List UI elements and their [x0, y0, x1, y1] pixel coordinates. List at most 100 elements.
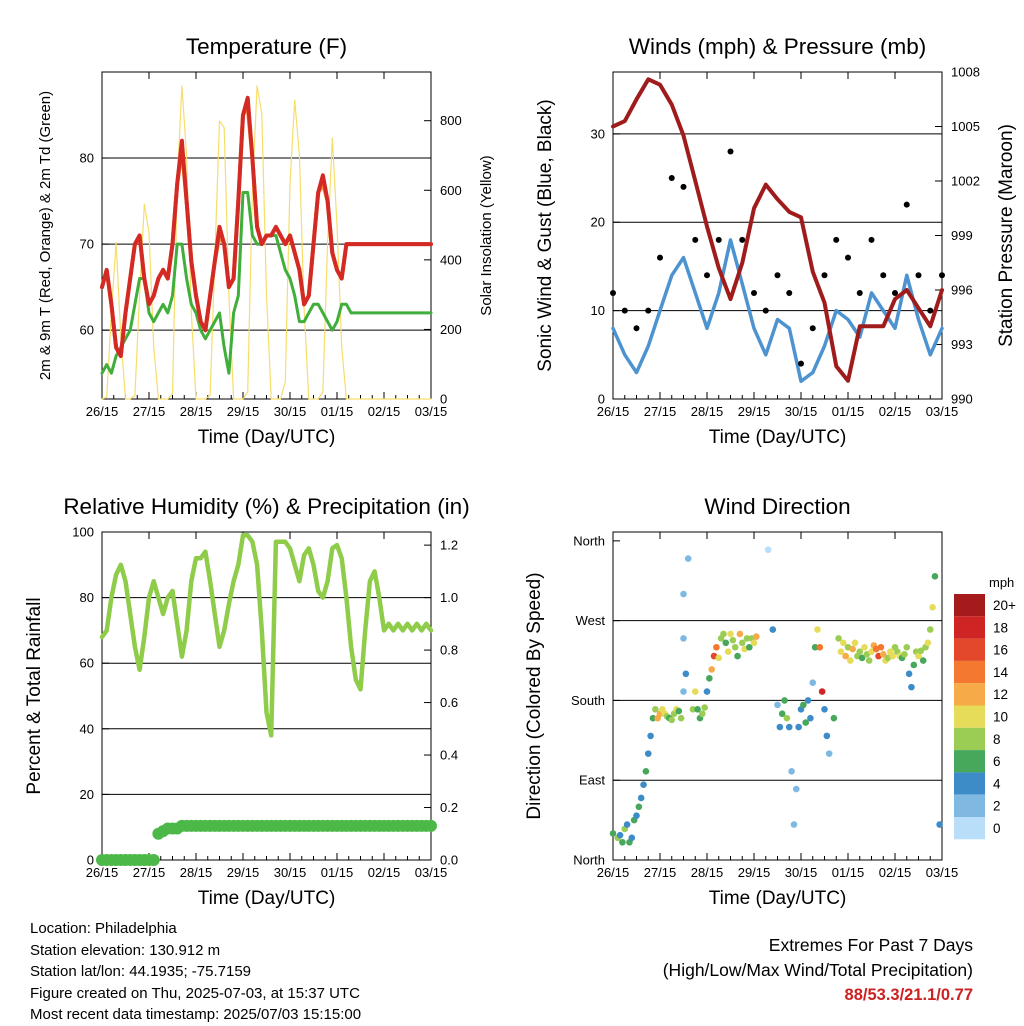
direction-point [818, 688, 826, 695]
x-tick-label: 02/15 [879, 404, 912, 419]
relative-humidity-line [99, 533, 434, 738]
x-tick-label: 26/15 [597, 404, 630, 419]
direction-point [637, 794, 645, 802]
direction-point [837, 648, 845, 655]
y-axis-title: 2m & 9m T (Red, Orange) & 2m Td (Green) [37, 91, 54, 380]
direction-point [936, 821, 943, 828]
direction-point [856, 648, 864, 655]
x-tick-label: 03/15 [415, 865, 448, 880]
direction-point [795, 723, 802, 731]
extremes-box: Extremes For Past 7 Days (High/Low/Max W… [663, 933, 973, 1008]
y-tick-label: 100 [72, 525, 94, 540]
x-tick-label: 01/15 [832, 865, 865, 880]
direction-point [811, 643, 819, 651]
colorbar-label: 12 [993, 687, 1008, 702]
direction-point [807, 714, 814, 722]
direction-point [642, 768, 650, 775]
colorbar-swatch [954, 750, 985, 773]
direction-point [931, 573, 939, 580]
chart-title: Temperature (F) [186, 34, 347, 59]
x-tick-label: 26/15 [86, 865, 119, 880]
direction-point [776, 723, 784, 731]
y-tick-label: South [571, 693, 605, 708]
direction-point [609, 830, 617, 837]
direction-point [677, 714, 685, 722]
colorbar-swatch [954, 705, 985, 728]
direction-point [877, 643, 885, 651]
x-tick-label: 03/15 [926, 865, 959, 880]
y-tick-label: 60 [80, 656, 94, 671]
temperature-chart: 26/15 27/15 28/15 29/15 30/15 01/15 02/15 03/15… [37, 34, 495, 448]
gust-point [915, 272, 922, 279]
x-tick-label: 29/15 [738, 865, 771, 880]
direction-point [793, 785, 800, 793]
colorbar-label: 16 [993, 643, 1008, 658]
x-tick-label: 03/15 [926, 404, 959, 419]
rh-precip-chart: 26/15 27/15 28/15 29/15 30/15 01/15 02/15 03/15… [24, 494, 470, 909]
gust-point [680, 183, 687, 190]
x-tick-label: 30/15 [785, 865, 818, 880]
rainfall-point [147, 854, 160, 866]
direction-point [903, 643, 911, 651]
y2-tick-label: 200 [440, 322, 462, 337]
y-axis-title: Direction (Colored By Speed) [524, 572, 545, 819]
y-tick-label: 10 [591, 303, 605, 318]
direction-point [706, 674, 713, 682]
gust-point [927, 307, 934, 314]
direction-point [802, 719, 809, 726]
direction-point [668, 716, 676, 724]
x-axis-title: Time (Day/UTC) [198, 427, 336, 448]
plot-frame [612, 71, 943, 400]
direction-point [652, 705, 659, 713]
gust-point [633, 325, 640, 332]
y2-tick-label: 600 [440, 183, 462, 198]
direction-point [699, 710, 706, 718]
direction-point [917, 647, 925, 655]
direction-point [781, 697, 788, 704]
created-text: Figure created on Thu, 2025-07-03, at 15… [30, 984, 360, 1002]
y2-tick-label: 800 [440, 113, 462, 128]
gust-point [786, 289, 793, 296]
direction-point [783, 714, 791, 722]
gust-point [892, 289, 898, 296]
direction-point [647, 732, 654, 740]
y2-tick-label: 0 [440, 392, 447, 407]
direction-point [680, 688, 687, 695]
direction-point [734, 652, 741, 660]
direction-point [821, 705, 828, 713]
direction-point [720, 630, 727, 638]
y2-tick-label: 0.0 [440, 853, 458, 868]
direction-point [851, 639, 859, 647]
y2-tick-label: 0.8 [440, 643, 458, 658]
colorbar-swatch [954, 616, 985, 639]
x-tick-label: 29/15 [227, 404, 260, 419]
direction-point [727, 630, 734, 638]
extremes-title: Extremes For Past 7 Days [768, 935, 973, 955]
gust-point [621, 307, 628, 314]
temp-2m-line [100, 95, 433, 358]
elevation-text: Station elevation: 130.912 m [30, 941, 221, 959]
direction-point [731, 643, 739, 651]
latest-text: Most recent data timestamp: 2025/07/03 1… [30, 1006, 362, 1023]
chart-title: Relative Humidity (%) & Precipitation (i… [63, 494, 469, 519]
direction-point [635, 803, 643, 811]
direction-point [682, 670, 690, 678]
colorbar-swatch [954, 794, 985, 817]
x-tick-label: 30/15 [274, 865, 307, 880]
y2-tick-label: 990 [951, 392, 973, 407]
gust-point [727, 148, 734, 155]
gust-point [668, 175, 675, 182]
colorbar-label: 18 [993, 620, 1008, 635]
direction-point [623, 821, 631, 828]
colorbar-swatch [954, 727, 985, 751]
extremes-values: 88/53.3/21.1/0.77 [844, 986, 973, 1004]
colorbar-label: 10 [993, 710, 1008, 725]
direction-point [628, 834, 636, 842]
direction-point [753, 633, 760, 640]
direction-point [823, 732, 831, 740]
direction-point [847, 657, 854, 664]
direction-point [809, 679, 817, 687]
colorbar-label: 8 [993, 732, 1001, 747]
colorbar-label: 6 [993, 754, 1001, 769]
